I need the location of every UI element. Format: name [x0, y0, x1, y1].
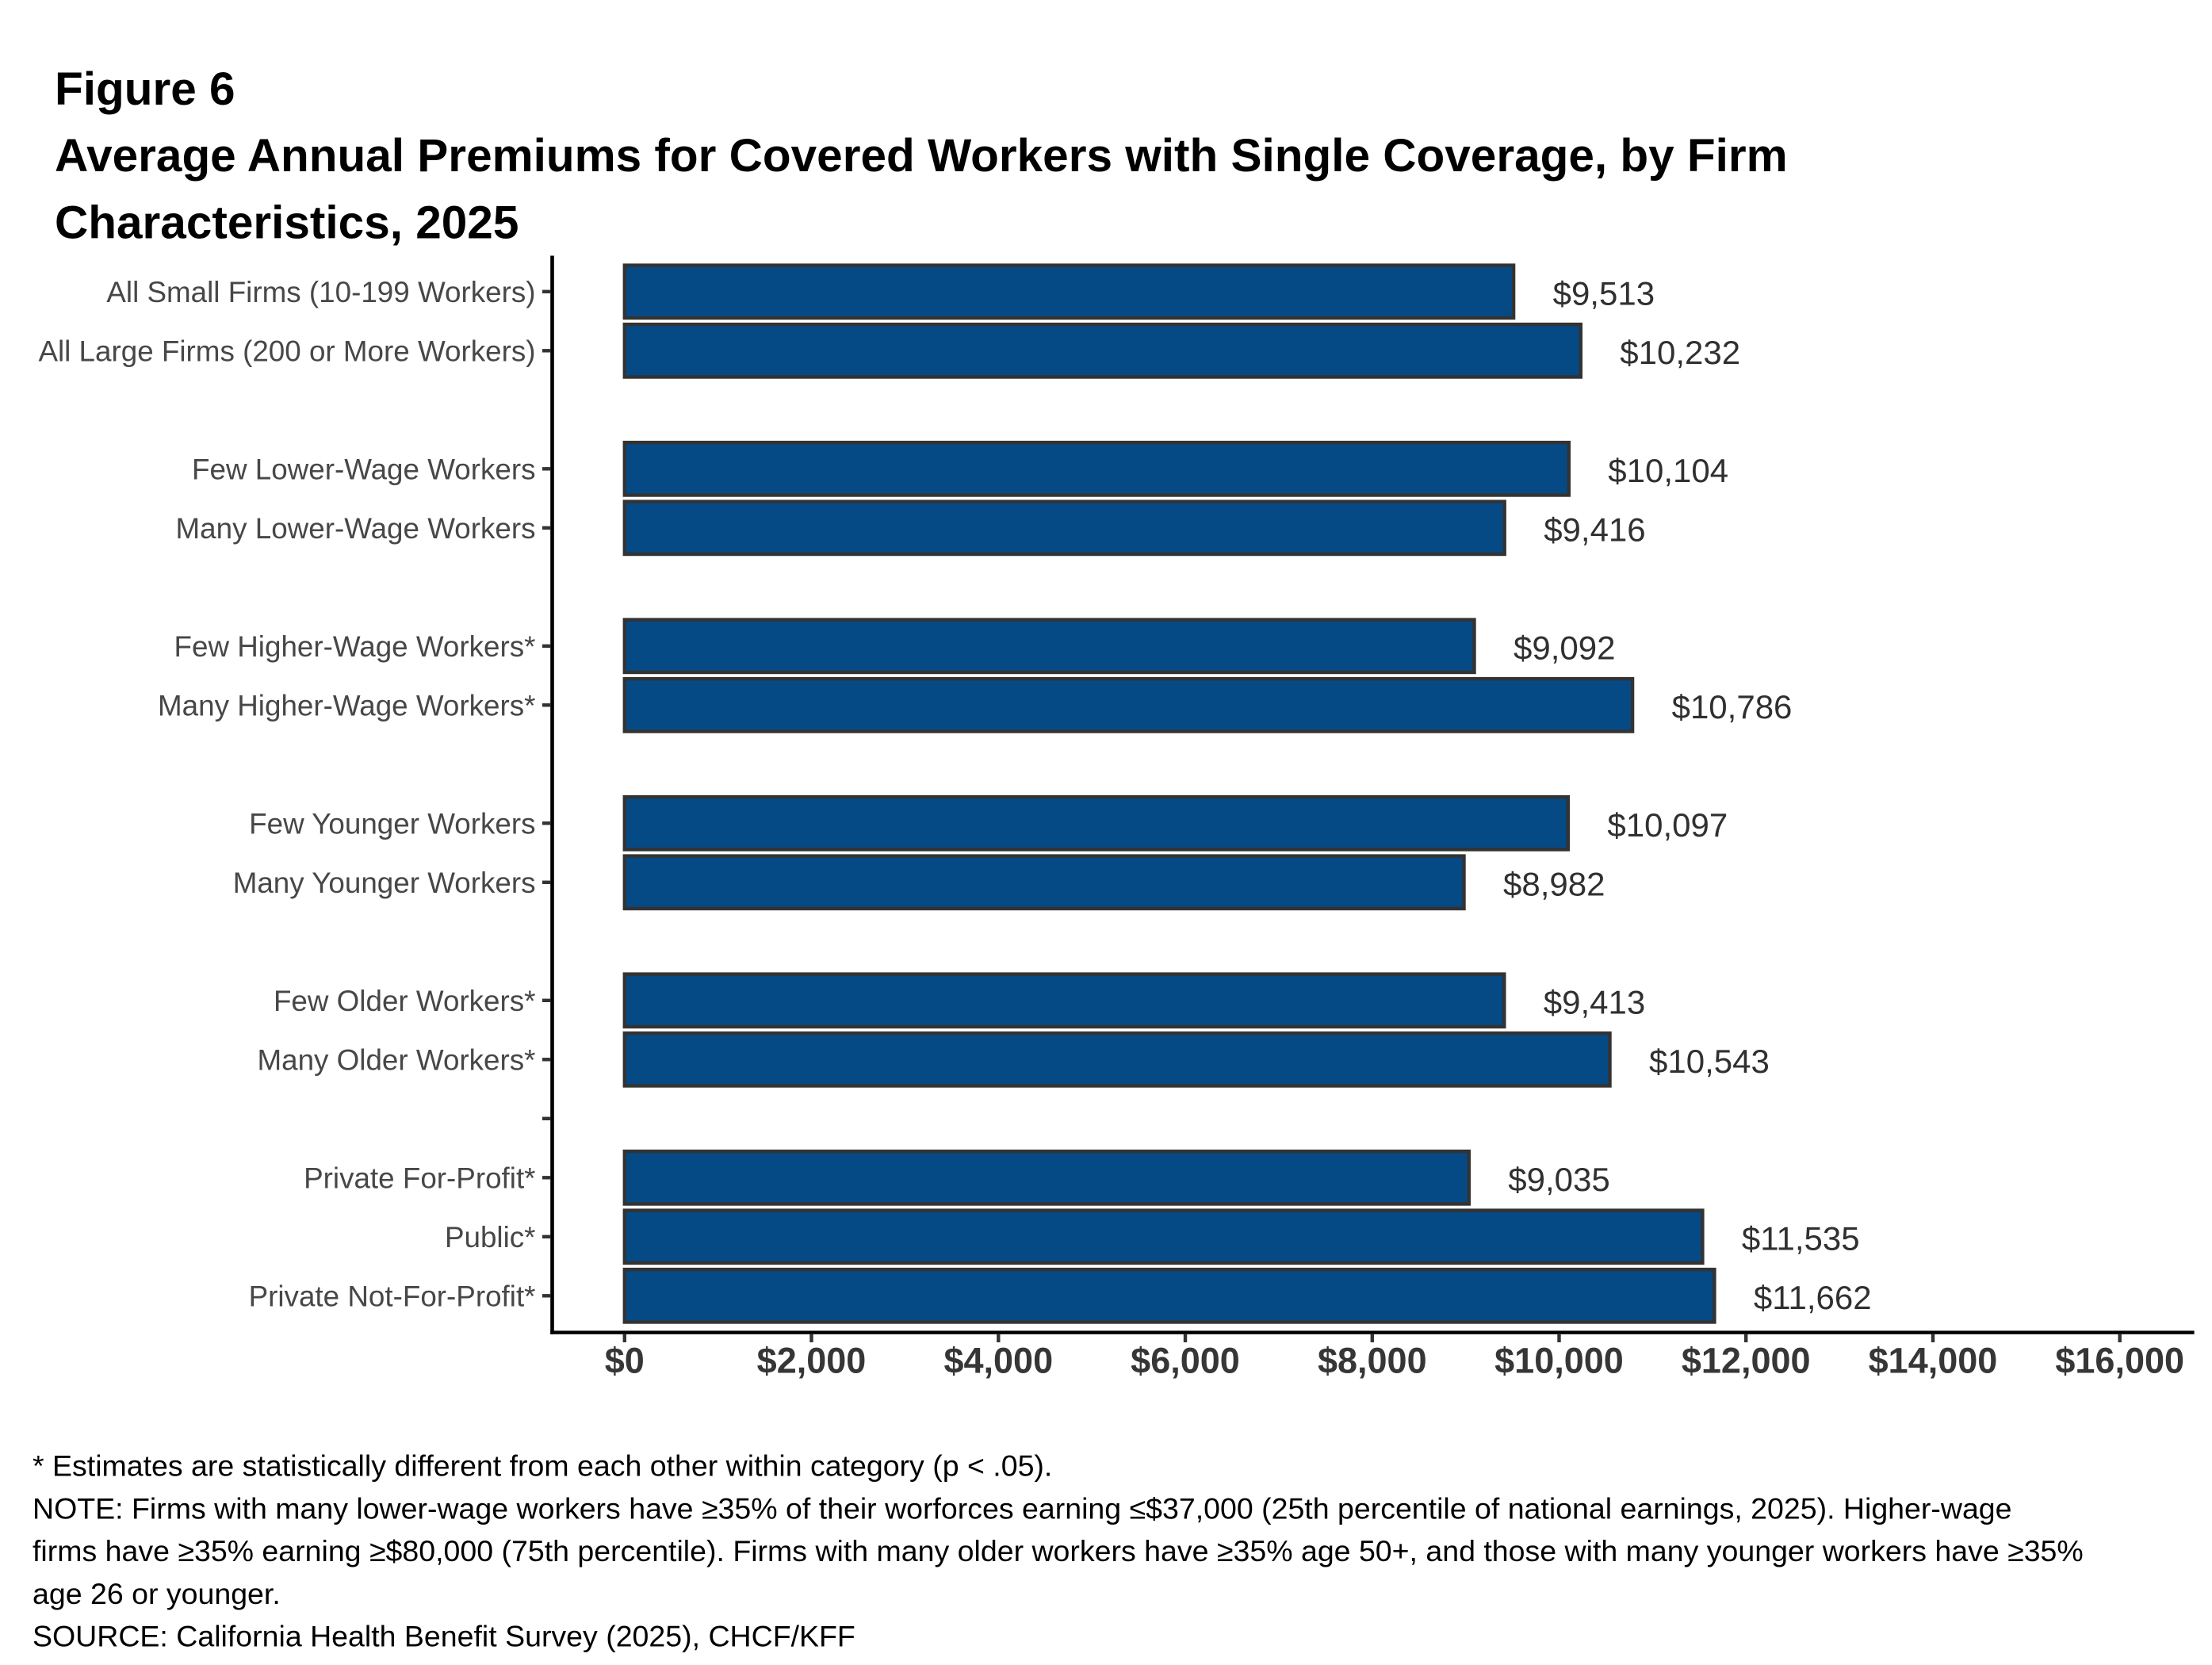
svg-text:$2,000: $2,000	[757, 1341, 867, 1381]
svg-text:$10,232: $10,232	[1620, 334, 1740, 371]
svg-text:Few Higher-Wage Workers*: Few Higher-Wage Workers*	[174, 630, 536, 663]
svg-text:$10,104: $10,104	[1608, 452, 1728, 489]
svg-text:$9,413: $9,413	[1544, 983, 1645, 1020]
svg-text:$9,416: $9,416	[1544, 511, 1645, 548]
svg-text:SOURCE: California Health Bene: SOURCE: California Health Benefit Survey…	[33, 1620, 855, 1653]
svg-text:* Estimates are statistically: * Estimates are statistically different …	[33, 1449, 1052, 1483]
svg-text:Private Not-For-Profit*: Private Not-For-Profit*	[249, 1280, 536, 1313]
svg-text:Many Younger Workers: Many Younger Workers	[233, 867, 536, 899]
svg-text:$9,513: $9,513	[1553, 274, 1655, 312]
svg-text:$4,000: $4,000	[943, 1341, 1053, 1381]
svg-text:$9,092: $9,092	[1514, 629, 1615, 666]
svg-text:$9,035: $9,035	[1508, 1161, 1609, 1198]
svg-text:firms have ≥35% earning ≥$80,0: firms have ≥35% earning ≥$80,000 (75th p…	[33, 1534, 2084, 1567]
svg-text:Many Older Workers*: Many Older Workers*	[257, 1044, 535, 1077]
svg-text:$10,786: $10,786	[1672, 688, 1793, 725]
svg-text:Few Older Workers*: Few Older Workers*	[274, 985, 536, 1017]
svg-text:$11,662: $11,662	[1754, 1279, 1872, 1316]
svg-text:Many Higher-Wage Workers*: Many Higher-Wage Workers*	[158, 690, 535, 722]
svg-text:$12,000: $12,000	[1682, 1341, 1811, 1381]
svg-text:All Small Firms (10-199 Worker: All Small Firms (10-199 Workers)	[106, 276, 535, 308]
svg-text:$0: $0	[605, 1341, 645, 1381]
svg-text:$8,982: $8,982	[1503, 865, 1605, 902]
svg-text:age 26 or younger.: age 26 or younger.	[33, 1577, 281, 1610]
svg-text:Private For-Profit*: Private For-Profit*	[304, 1162, 535, 1195]
svg-text:$10,097: $10,097	[1607, 806, 1728, 844]
svg-text:$10,000: $10,000	[1494, 1341, 1624, 1381]
svg-text:$16,000: $16,000	[2055, 1341, 2184, 1381]
svg-text:Figure 6: Figure 6	[55, 63, 235, 115]
svg-text:Few Lower-Wage Workers: Few Lower-Wage Workers	[192, 454, 536, 486]
svg-text:Public*: Public*	[445, 1221, 536, 1254]
svg-text:Characteristics, 2025: Characteristics, 2025	[55, 197, 519, 249]
svg-text:$8,000: $8,000	[1318, 1341, 1427, 1381]
svg-text:$10,543: $10,543	[1649, 1043, 1770, 1080]
svg-text:Few Younger Workers: Few Younger Workers	[249, 808, 535, 840]
svg-text:All Large Firms (200 or More W: All Large Firms (200 or More Workers)	[38, 335, 535, 368]
svg-text:$11,535: $11,535	[1742, 1219, 1860, 1257]
svg-text:NOTE: Firms with many lower-wa: NOTE: Firms with many lower-wage workers…	[33, 1491, 2012, 1525]
svg-text:Average Annual Premiums for Co: Average Annual Premiums for Covered Work…	[55, 130, 1788, 182]
svg-text:$14,000: $14,000	[1869, 1341, 1998, 1381]
svg-text:$6,000: $6,000	[1131, 1341, 1240, 1381]
svg-text:Many Lower-Wage Workers: Many Lower-Wage Workers	[176, 512, 536, 545]
